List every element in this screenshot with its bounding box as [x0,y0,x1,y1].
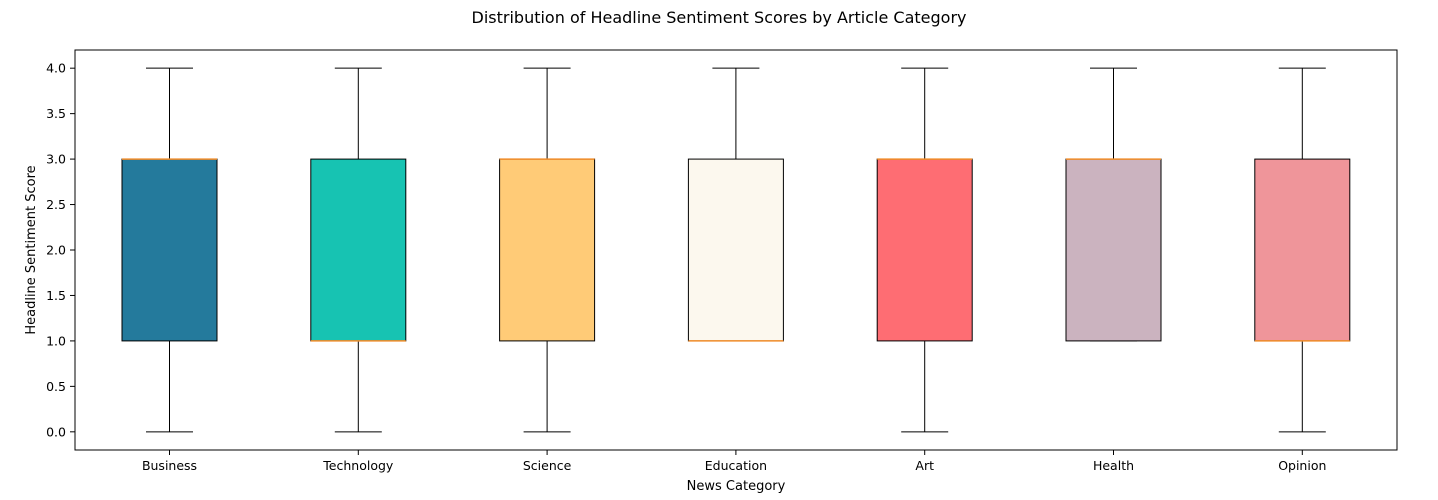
y-tick-label: 1.5 [46,288,66,303]
x-axis: Business Technology Science Education Art Hea… [142,450,1326,473]
y-axis: 0.0 0.5 1.0 1.5 2.0 2.5 3.0 3.5 4.0 [46,61,75,439]
plot-frame [74,49,1398,451]
box-iqr [1065,158,1162,342]
box-iqr [310,158,407,342]
box-group-health [1065,67,1162,342]
x-tick-label: Health [1093,458,1134,473]
box-iqr [876,158,973,342]
y-tick-label: 2.5 [46,197,66,212]
box-group-education [687,67,784,342]
x-tick-label: Business [142,458,197,473]
box-group-business [121,67,218,433]
chart-title: Distribution of Headline Sentiment Score… [472,8,967,27]
y-tick-label: 2.0 [46,243,66,258]
box-iqr [121,158,218,342]
x-tick-label: Technology [322,458,394,473]
box-iqr [1254,158,1351,342]
y-tick-label: 4.0 [46,61,66,76]
box-iqr [687,158,784,342]
x-tick-label: Opinion [1278,458,1326,473]
x-tick-label: Art [915,458,934,473]
y-axis-label: Headline Sentiment Score [24,165,39,334]
box-marks [121,67,1351,433]
y-tick-label: 1.0 [46,333,66,348]
box-group-science [499,67,596,433]
box-group-technology [310,67,407,433]
y-tick-label: 0.0 [46,424,66,439]
x-axis-label: News Category [687,479,786,494]
y-tick-label: 0.5 [46,379,66,394]
x-tick-label: Science [523,458,572,473]
x-tick-label: Education [705,458,767,473]
y-tick-label: 3.0 [46,152,66,167]
y-tick-label: 3.5 [46,106,66,121]
box-iqr [499,158,596,342]
box-group-opinion [1254,67,1351,433]
box-group-art [876,67,973,433]
